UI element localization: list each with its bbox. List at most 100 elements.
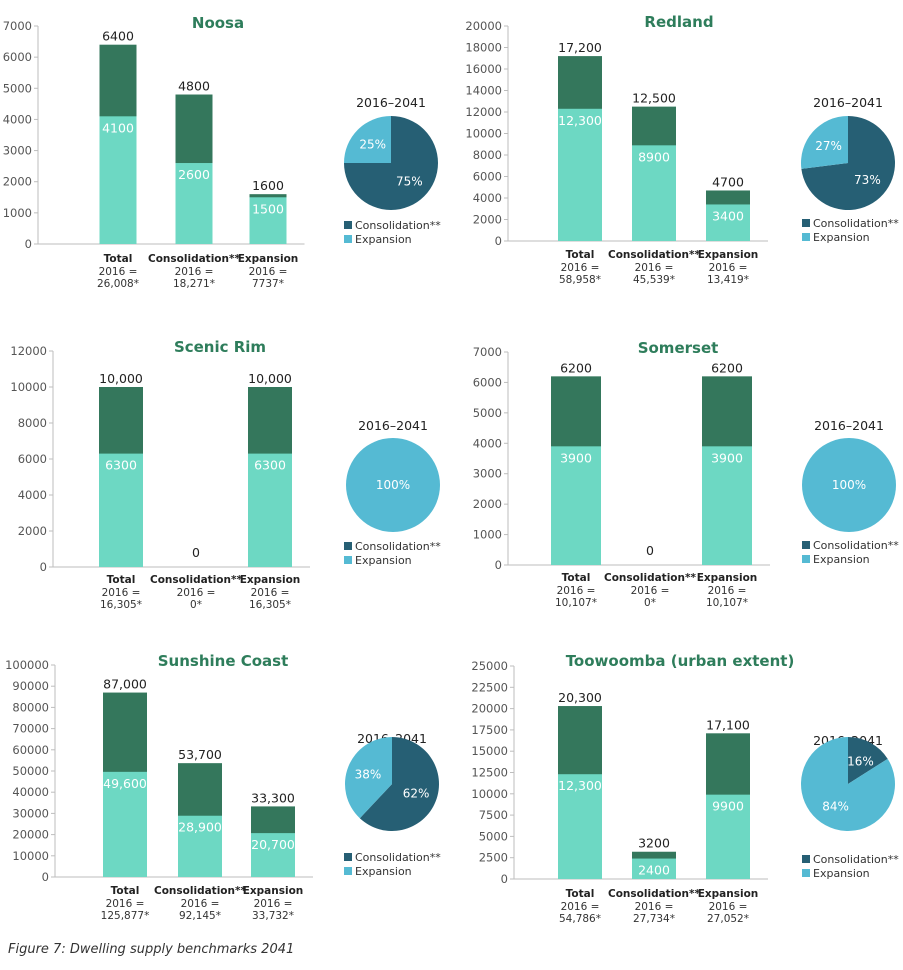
y-tick-label: 7500: [479, 808, 508, 822]
bar-lower: [558, 774, 602, 879]
bar-lower: [632, 145, 676, 241]
bar-total-label: 33,300: [251, 790, 295, 805]
bar-total-label: 6400: [102, 29, 134, 44]
legend-label-expansion: Expansion: [355, 865, 412, 878]
bar-total-label: 1600: [252, 178, 284, 193]
y-tick-label: 4000: [473, 436, 502, 450]
y-tick-label: 7000: [473, 345, 502, 359]
y-tick-label: 18000: [465, 41, 502, 55]
legend-label-expansion: Expansion: [355, 554, 412, 567]
y-tick-label: 2000: [473, 213, 502, 227]
chart-panel-3: Scenic Rim 0 2000 4000 6000 8000 10000 12000 10,…: [10, 338, 441, 611]
bar-total-label: 17,100: [706, 717, 750, 732]
y-tick-label: 15000: [471, 744, 508, 758]
y-tick-label: 10000: [471, 787, 508, 801]
legend-label-consolidation: Consolidation**: [355, 540, 441, 553]
category-subline: 2016 =: [561, 262, 600, 274]
pie-title: 2016–2041: [813, 95, 883, 110]
bar-total-label: 6200: [711, 360, 743, 375]
y-tick-label: 80000: [12, 700, 49, 714]
bar-lower: [248, 453, 292, 567]
pie-slice-expansion: [346, 438, 440, 532]
legend-swatch-consolidation: [802, 541, 810, 549]
legend-label-consolidation: Consolidation**: [355, 851, 441, 864]
category-subline: 2016 =: [181, 898, 220, 910]
chart-panel-4: Somerset 0 1000 2000 3000 4000 5000 6000 7000 620…: [473, 339, 900, 609]
bar-total-label: 0: [646, 543, 654, 558]
y-tick-label: 10000: [12, 849, 49, 863]
legend-swatch-consolidation: [802, 219, 810, 227]
bar-lower-label: 9900: [712, 799, 744, 814]
category-label: Total: [566, 888, 595, 900]
bar-total-label: 10,000: [99, 371, 143, 386]
legend-swatch-consolidation: [344, 542, 352, 550]
chart-title: Sunshine Coast: [158, 652, 289, 670]
category-subline: 2016 =: [254, 898, 293, 910]
bar-lower-label: 4100: [102, 120, 134, 135]
y-tick-label: 0: [25, 237, 32, 251]
bar-lower-label: 12,300: [558, 113, 602, 128]
y-tick-label: 5000: [3, 81, 32, 95]
y-tick-label: 3000: [473, 467, 502, 481]
category-label: Expansion: [697, 572, 758, 584]
pie-label-consolidation: 73%: [854, 173, 881, 187]
y-tick-label: 0: [495, 234, 502, 248]
category-subline: 2016 =: [249, 266, 288, 278]
y-tick-label: 22500: [471, 680, 508, 694]
category-subline: 10,107*: [555, 597, 597, 609]
legend-label-expansion: Expansion: [813, 231, 870, 244]
y-tick-label: 50000: [12, 764, 49, 778]
legend-swatch-expansion: [344, 235, 352, 243]
pie-label-consolidation: 62%: [403, 787, 430, 801]
category-label: Consolidation**: [604, 572, 696, 584]
legend-swatch-consolidation: [802, 855, 810, 863]
category-subline: 16,305*: [100, 599, 142, 611]
category-subline: 10,107*: [706, 597, 748, 609]
bar-lower-label: 1500: [252, 201, 284, 216]
y-tick-label: 30000: [12, 806, 49, 820]
y-tick-label: 2500: [479, 851, 508, 865]
legend-swatch-expansion: [802, 869, 810, 877]
pie-slice-expansion: [344, 116, 391, 163]
y-tick-label: 20000: [471, 702, 508, 716]
category-subline: 125,877*: [101, 910, 150, 922]
y-tick-label: 0: [501, 872, 508, 886]
legend-swatch-consolidation: [344, 221, 352, 229]
y-tick-label: 40000: [12, 785, 49, 799]
chart-title: Redland: [644, 13, 713, 31]
bar-lower-label: 2600: [178, 167, 210, 182]
category-label: Total: [104, 253, 133, 265]
y-tick-label: 90000: [12, 679, 49, 693]
bar-lower: [103, 771, 147, 877]
category-subline: 2016 =: [631, 585, 670, 597]
y-tick-label: 4000: [18, 488, 47, 502]
bar-lower: [702, 446, 752, 565]
category-label: Expansion: [238, 253, 299, 265]
legend-label-expansion: Expansion: [355, 233, 412, 246]
category-subline: 18,271*: [173, 278, 215, 290]
category-subline: 26,008*: [97, 278, 139, 290]
bar-lower: [632, 858, 676, 879]
bar-lower-label: 3900: [560, 450, 592, 465]
legend-swatch-expansion: [344, 867, 352, 875]
bar-lower-label: 20,700: [251, 837, 295, 852]
category-label: Consolidation**: [150, 574, 242, 586]
chart-title: Noosa: [192, 14, 244, 32]
y-tick-label: 14000: [465, 84, 502, 98]
bar-lower-label: 28,900: [178, 820, 222, 835]
chart-panel-5: Sunshine Coast 0 10000 20000 30000 40000 50000…: [5, 652, 441, 922]
legend-swatch-expansion: [802, 555, 810, 563]
bar-total-label: 87,000: [103, 677, 147, 692]
y-tick-label: 4000: [473, 191, 502, 205]
category-label: Total: [107, 574, 136, 586]
category-label: Expansion: [698, 249, 759, 261]
pie-slice-expansion: [345, 737, 392, 819]
category-subline: 33,732*: [252, 910, 294, 922]
bar-lower: [706, 794, 750, 879]
category-label: Consolidation**: [148, 253, 240, 265]
bar-lower: [175, 163, 213, 244]
category-label: Expansion: [243, 885, 304, 897]
bar-lower-label: 6300: [254, 458, 286, 473]
legend-label-consolidation: Consolidation**: [813, 217, 899, 230]
pie-title: 2016–2041: [358, 418, 428, 433]
